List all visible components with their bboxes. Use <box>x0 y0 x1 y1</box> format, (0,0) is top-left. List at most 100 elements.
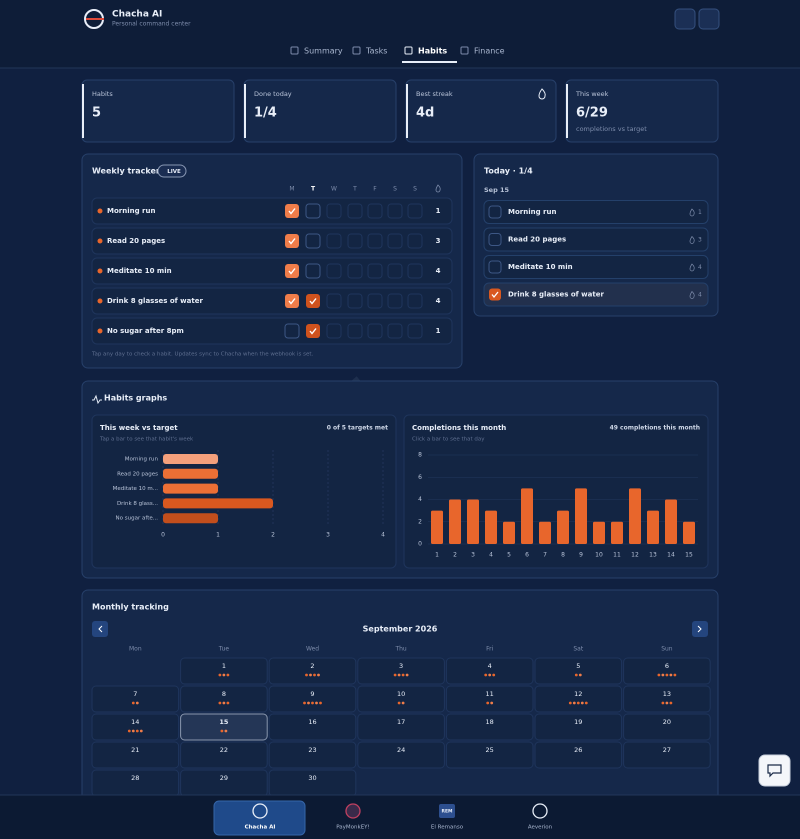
habit-check[interactable] <box>367 263 383 279</box>
habit-check[interactable] <box>285 204 299 218</box>
day-cell[interactable] <box>623 741 711 769</box>
bar[interactable] <box>647 510 659 544</box>
bar[interactable] <box>611 521 623 544</box>
habit-check[interactable] <box>306 324 320 338</box>
bar[interactable] <box>467 499 479 545</box>
habit-check[interactable] <box>387 293 403 309</box>
habit-check[interactable] <box>407 293 423 309</box>
nav-label[interactable]: Aeverion <box>528 825 553 831</box>
day-cell[interactable] <box>357 657 445 685</box>
bar[interactable] <box>503 521 515 544</box>
day-cell[interactable] <box>623 685 711 713</box>
habit-check[interactable] <box>407 233 423 249</box>
day-cell[interactable] <box>357 685 445 713</box>
bar[interactable] <box>575 488 587 544</box>
day-cell[interactable] <box>534 657 623 685</box>
bar[interactable] <box>163 513 218 524</box>
day-cell[interactable] <box>268 741 357 769</box>
habit-check[interactable] <box>305 263 321 279</box>
habit-check[interactable] <box>326 323 342 339</box>
habit-check[interactable] <box>347 293 363 309</box>
nav-label[interactable]: PayMonkEY! <box>336 825 370 831</box>
day-cell[interactable] <box>91 713 180 741</box>
bar[interactable] <box>683 521 695 544</box>
habit-check[interactable] <box>347 233 363 249</box>
habit-check[interactable] <box>305 233 321 249</box>
habit-check[interactable] <box>285 264 299 278</box>
habit-check[interactable] <box>367 323 383 339</box>
habit-check[interactable] <box>306 294 320 308</box>
habit-check[interactable] <box>305 203 321 219</box>
habit-check[interactable] <box>326 233 342 249</box>
today-item[interactable] <box>483 282 709 307</box>
habit-check[interactable] <box>387 323 403 339</box>
day-cell[interactable] <box>180 713 268 741</box>
bar[interactable] <box>593 521 605 544</box>
next-month[interactable] <box>692 621 708 637</box>
habit-check[interactable] <box>285 294 299 308</box>
bar[interactable] <box>163 498 273 509</box>
habit-check[interactable] <box>367 203 383 219</box>
bar[interactable] <box>449 499 461 545</box>
tab[interactable]: Habits <box>418 47 447 56</box>
habit-check[interactable] <box>387 203 403 219</box>
day-cell[interactable] <box>445 685 534 713</box>
day-cell[interactable] <box>623 657 711 685</box>
habit-check[interactable] <box>407 323 423 339</box>
today-check[interactable] <box>489 288 501 301</box>
bar[interactable] <box>539 521 551 544</box>
habit-check[interactable] <box>284 323 300 339</box>
habit-check[interactable] <box>367 233 383 249</box>
today-check[interactable] <box>488 260 502 274</box>
day-cell[interactable] <box>623 713 711 741</box>
habit-check[interactable] <box>387 233 403 249</box>
habit-check[interactable] <box>326 203 342 219</box>
bar[interactable] <box>557 510 569 544</box>
chat-button[interactable] <box>758 754 791 787</box>
tab[interactable]: Finance <box>474 47 505 56</box>
habit-check[interactable] <box>285 234 299 248</box>
day-cell[interactable] <box>357 713 445 741</box>
day-cell[interactable] <box>91 685 180 713</box>
day-cell[interactable] <box>180 657 268 685</box>
day-cell[interactable] <box>445 741 534 769</box>
today-item[interactable] <box>483 227 709 252</box>
day-cell[interactable] <box>268 685 357 713</box>
habit-check[interactable] <box>387 263 403 279</box>
nav-label[interactable]: El Remanso <box>431 825 464 831</box>
bar[interactable] <box>521 488 533 544</box>
day-cell[interactable] <box>91 741 180 769</box>
bar[interactable] <box>163 483 218 494</box>
day-cell[interactable] <box>180 741 268 769</box>
habit-check[interactable] <box>367 293 383 309</box>
bar[interactable] <box>163 468 218 479</box>
day-cell[interactable] <box>534 713 623 741</box>
refresh-button[interactable] <box>674 8 696 30</box>
bar[interactable] <box>431 510 443 544</box>
habit-check[interactable] <box>347 203 363 219</box>
habit-check[interactable] <box>407 203 423 219</box>
habit-check[interactable] <box>347 263 363 279</box>
bar[interactable] <box>485 510 497 544</box>
today-check[interactable] <box>488 205 502 219</box>
day-cell[interactable] <box>357 741 445 769</box>
day-cell[interactable] <box>534 685 623 713</box>
bar[interactable] <box>665 499 677 545</box>
today-check[interactable] <box>488 233 502 246</box>
day-cell[interactable] <box>445 657 534 685</box>
habit-check[interactable] <box>326 293 342 309</box>
tab[interactable]: Tasks <box>365 47 387 56</box>
nav-label[interactable]: Chacha AI <box>245 825 276 831</box>
day-cell[interactable] <box>268 657 357 685</box>
tab[interactable]: Summary <box>304 47 343 56</box>
day-cell[interactable] <box>534 741 623 769</box>
bar[interactable] <box>629 488 641 544</box>
habit-check[interactable] <box>326 263 342 279</box>
day-cell[interactable] <box>268 713 357 741</box>
today-item[interactable] <box>483 200 709 224</box>
habit-check[interactable] <box>347 323 363 339</box>
today-item[interactable] <box>483 255 709 279</box>
logout-button[interactable] <box>698 8 720 30</box>
habit-check[interactable] <box>407 263 423 279</box>
day-cell[interactable] <box>445 713 534 741</box>
